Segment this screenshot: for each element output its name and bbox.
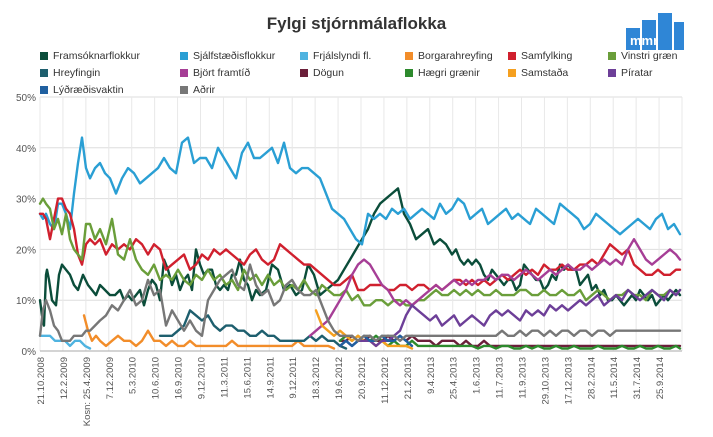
legend-label: Samstaða — [521, 67, 569, 79]
legend-label: Borgarahreyfing — [418, 50, 493, 62]
legend-item[interactable]: Sjálfstæðisflokkur — [180, 50, 275, 62]
svg-text:mmr: mmr — [630, 33, 658, 48]
legend-item[interactable]: Borgarahreyfing — [405, 50, 493, 62]
legend-label: Vinstri græn — [621, 50, 678, 62]
legend-swatch — [40, 86, 48, 94]
legend-item[interactable]: Dögun — [300, 67, 344, 79]
series-line — [38, 136, 682, 246]
legend-label: Hreyfingin — [53, 67, 101, 79]
x-tick-label: 1.6.2013 — [472, 357, 483, 394]
x-tick-label: 9.4.2013 — [426, 357, 437, 394]
y-tick-label: 30% — [16, 195, 36, 206]
x-tick-label: 5.3.2010 — [128, 357, 139, 394]
series-line — [38, 197, 682, 292]
legend-item[interactable]: Samfylking — [508, 50, 572, 62]
y-tick-label: 0% — [22, 347, 37, 358]
legend-swatch — [508, 69, 516, 77]
y-tick-label: 40% — [16, 144, 36, 155]
x-tick-label: 7.12.2009 — [105, 357, 116, 399]
legend-label: Aðrir — [193, 84, 216, 96]
legend-swatch — [180, 69, 188, 77]
legend-item[interactable]: Hægri grænir — [405, 67, 480, 79]
x-tick-label: 19.6.2012 — [334, 357, 345, 399]
legend-label: Frjálslyndi fl. — [313, 50, 372, 62]
x-tick-label: 9.12.2010 — [197, 357, 208, 399]
legend-label: Dögun — [313, 67, 344, 79]
legend-label: Píratar — [621, 67, 653, 79]
legend-swatch — [180, 52, 188, 60]
legend-swatch — [40, 52, 48, 60]
x-tick-label: 9.12.2011 — [288, 357, 299, 399]
x-tick-label: 16.9.2010 — [174, 357, 185, 399]
x-tick-label: Kosn: 25.4.2009 — [82, 357, 93, 426]
legend-swatch — [508, 52, 516, 60]
legend-item[interactable]: Björt framtíð — [180, 67, 250, 79]
x-tick-label: 18.3.2012 — [311, 357, 322, 399]
legend-item[interactable]: Aðrir — [180, 84, 215, 96]
mmr-logo: mmr — [624, 10, 686, 50]
legend-swatch — [40, 69, 48, 77]
legend-label: Hægri grænir — [418, 67, 480, 79]
legend-item[interactable]: Frjálslyndi fl. — [300, 50, 371, 62]
legend-swatch — [300, 52, 308, 60]
series-line — [338, 288, 682, 348]
series-line — [158, 309, 348, 350]
x-tick-label: 31.7.2014 — [632, 357, 643, 399]
legend-label: Björt framtíð — [193, 67, 251, 79]
x-tick-label: 20.9.2012 — [357, 357, 368, 399]
y-tick-label: 20% — [16, 245, 36, 256]
x-tick-label: 11.7.2013 — [495, 357, 506, 399]
y-tick-label: 50% — [16, 93, 36, 104]
x-tick-label: 15.6.2011 — [242, 357, 253, 399]
legend-item[interactable]: Hreyfingin — [40, 67, 100, 79]
legend-item[interactable]: Lýðræðisvaktin — [40, 84, 124, 96]
series-line — [38, 263, 682, 342]
legend-swatch — [300, 69, 308, 77]
legend-swatch — [608, 52, 616, 60]
legend-swatch — [405, 52, 413, 60]
series-line — [338, 334, 682, 350]
x-tick-label: 11.12.2012 — [380, 357, 391, 404]
legend-swatch — [180, 86, 188, 94]
x-tick-label: 25.9.2014 — [655, 357, 666, 399]
x-tick-label: 25.4.2013 — [449, 357, 460, 399]
x-tick-label: 11.5.2014 — [609, 357, 620, 399]
legend-label: Framsóknarflokkur — [53, 50, 140, 62]
y-tick-label: 10% — [16, 296, 36, 307]
x-tick-label: 21.2.2013 — [403, 357, 414, 399]
x-tick-label: 29.10.2013 — [540, 357, 551, 405]
legend-swatch — [608, 69, 616, 77]
series-line — [308, 237, 682, 337]
x-tick-label: 14.9.2011 — [265, 357, 276, 399]
legend-label: Sjálfstæðisflokkur — [193, 50, 276, 62]
legend-item[interactable]: Framsóknarflokkur — [40, 50, 140, 62]
x-tick-label: 12.2.2009 — [59, 357, 70, 399]
legend-label: Samfylking — [521, 50, 573, 62]
legend-swatch — [405, 69, 413, 77]
x-tick-label: 17.12.2013 — [563, 357, 574, 405]
legend-label: Lýðræðisvaktin — [53, 84, 124, 96]
x-tick-label: 11.3.2011 — [219, 357, 230, 398]
x-tick-label: 11.9.2013 — [518, 357, 529, 399]
legend-item[interactable]: Vinstri græn — [608, 50, 677, 62]
legend-item[interactable]: Samstaða — [508, 67, 568, 79]
x-tick-label: 10.6.2010 — [151, 357, 162, 399]
chart-title: Fylgi stjórnmálaflokka — [266, 14, 447, 33]
legend-item[interactable]: Píratar — [608, 67, 653, 79]
x-tick-label: 21.10.2008 — [36, 357, 47, 405]
series-line — [82, 314, 336, 350]
x-tick-label: 28.2.2014 — [586, 357, 597, 399]
series-line — [38, 334, 92, 350]
